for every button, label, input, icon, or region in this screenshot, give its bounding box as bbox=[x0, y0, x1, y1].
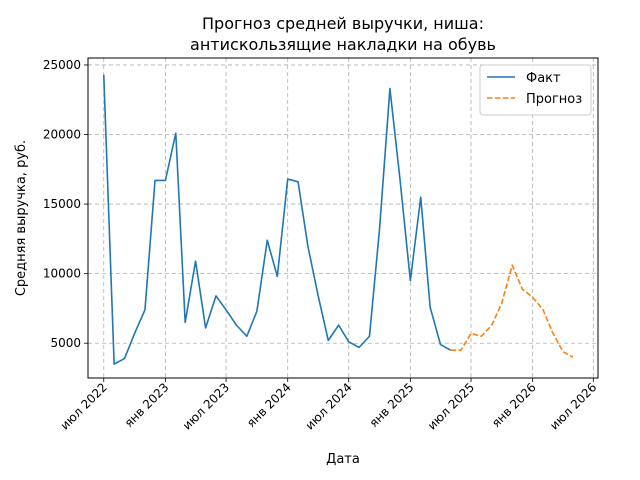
series-line-fact bbox=[102, 74, 451, 365]
x-tick-label: янв 2026 bbox=[489, 380, 539, 430]
x-ticks: июл 2022 янв 2023 июл 2023 янв 2024 июл 2024… bbox=[58, 378, 599, 433]
legend-label-forecast: Прогноз bbox=[526, 92, 582, 107]
y-axis-title: Средняя выручка, руб. bbox=[14, 140, 29, 296]
y-tick-label: 10000 bbox=[43, 267, 81, 281]
x-tick-label: июл 2026 bbox=[547, 380, 599, 432]
x-tick-label: янв 2025 bbox=[367, 380, 417, 430]
x-axis-title: Дата bbox=[326, 452, 360, 467]
grid-layer bbox=[88, 58, 598, 378]
y-tick-label: 20000 bbox=[43, 128, 81, 142]
legend-label-fact: Факт bbox=[526, 71, 561, 86]
y-tick-label: 25000 bbox=[43, 58, 81, 72]
x-tick-label: июл 2023 bbox=[180, 380, 232, 432]
chart-title-line-2: антискользящие накладки на обувь bbox=[190, 35, 496, 54]
legend: Факт Прогноз bbox=[479, 64, 592, 116]
plot-frame bbox=[87, 57, 599, 379]
x-tick-label: янв 2023 bbox=[122, 380, 172, 430]
y-ticks: 5000 10000 15000 20000 25000 bbox=[43, 58, 88, 350]
x-tick-label: янв 2024 bbox=[244, 380, 294, 430]
series-layer bbox=[102, 74, 574, 365]
x-tick-label: июл 2022 bbox=[58, 380, 110, 432]
x-tick-label: июл 2024 bbox=[303, 380, 355, 432]
y-tick-label: 5000 bbox=[50, 336, 81, 350]
x-tick-label: июл 2025 bbox=[425, 380, 477, 432]
y-tick-label: 15000 bbox=[43, 197, 81, 211]
chart-title-line-1: Прогноз средней выручки, ниша: bbox=[202, 14, 484, 33]
